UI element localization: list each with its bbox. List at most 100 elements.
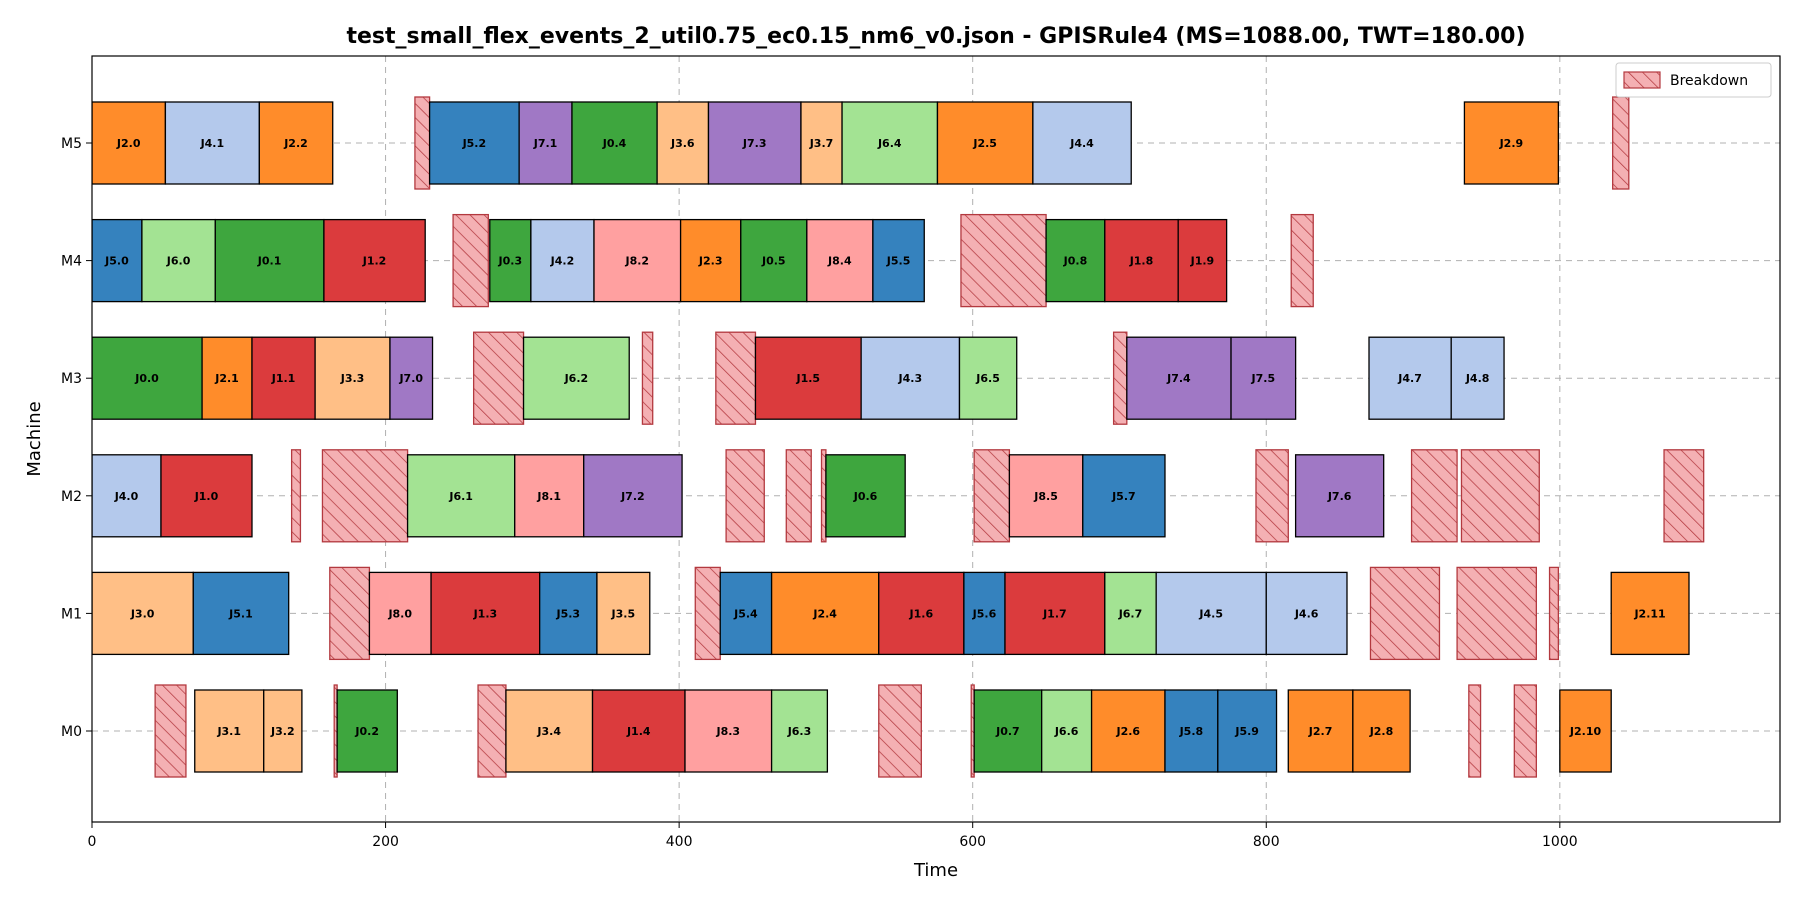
operation-label: J7.1 bbox=[533, 137, 558, 150]
operation-label: J4.7 bbox=[1397, 372, 1422, 385]
breakdown-bar bbox=[1513, 684, 1537, 778]
operation-bar bbox=[740, 218, 808, 303]
operation-label: J7.3 bbox=[742, 137, 767, 150]
operation-label: J0.3 bbox=[498, 255, 523, 268]
operation-label: J7.4 bbox=[1166, 372, 1191, 385]
operation-bar bbox=[973, 689, 1043, 773]
operation-bar bbox=[214, 218, 325, 303]
operation-bar bbox=[539, 571, 598, 656]
breakdown-bar bbox=[1468, 684, 1482, 778]
y-tick-label: M4 bbox=[61, 254, 82, 270]
operation-label: J0.2 bbox=[354, 725, 379, 738]
operation-label: J0.0 bbox=[134, 372, 159, 385]
operation-label: J1.6 bbox=[909, 607, 934, 620]
y-tick-label: M1 bbox=[61, 606, 82, 622]
operation-bar bbox=[1610, 571, 1690, 656]
operation-label: J5.2 bbox=[462, 137, 487, 150]
operation-bar bbox=[1287, 689, 1354, 773]
x-tick-label: 1000 bbox=[1542, 834, 1578, 850]
x-tick-label: 0 bbox=[88, 834, 97, 850]
operation-bar bbox=[963, 571, 1006, 656]
operation-bar bbox=[514, 454, 585, 538]
breakdown-bar bbox=[1255, 449, 1289, 543]
operation-bar bbox=[160, 454, 253, 538]
operation-bar bbox=[1164, 689, 1219, 773]
operation-label: J1.9 bbox=[1190, 255, 1215, 268]
operation-bar bbox=[489, 218, 532, 303]
operation-bar bbox=[368, 571, 432, 656]
operation-bar bbox=[1217, 689, 1278, 773]
operation-bar bbox=[806, 218, 874, 303]
operation-bar bbox=[1082, 454, 1166, 538]
operation-bar bbox=[323, 218, 426, 303]
breakdown-bar bbox=[329, 566, 371, 661]
operation-label: J4.5 bbox=[1198, 607, 1223, 620]
breakdown-bar bbox=[820, 449, 827, 543]
operation-label: J3.0 bbox=[130, 607, 155, 620]
y-tick-label: M0 bbox=[61, 724, 82, 740]
operation-label: J5.9 bbox=[1234, 725, 1259, 738]
x-tick-label: 200 bbox=[372, 834, 399, 850]
operation-bar bbox=[754, 336, 862, 420]
breakdown-bar bbox=[715, 331, 757, 425]
operation-label: J5.7 bbox=[1111, 490, 1136, 503]
plot-frame bbox=[91, 55, 1781, 823]
operation-bar bbox=[593, 218, 682, 303]
operation-label: J6.6 bbox=[1054, 725, 1079, 738]
operation-label: J0.1 bbox=[257, 255, 282, 268]
operation-label: J2.5 bbox=[972, 137, 997, 150]
operation-bar bbox=[1230, 336, 1297, 420]
breakdown-bar bbox=[452, 213, 489, 308]
operation-bar bbox=[430, 571, 541, 656]
x-tick-label: 600 bbox=[959, 834, 986, 850]
operation-label: J1.7 bbox=[1042, 607, 1067, 620]
operation-label: J6.1 bbox=[448, 490, 473, 503]
breakdown-bar bbox=[1548, 566, 1560, 661]
operation-label: J4.1 bbox=[200, 137, 225, 150]
breakdown-bar bbox=[725, 449, 765, 543]
breakdown-bar bbox=[1410, 449, 1458, 543]
operation-label: J1.3 bbox=[473, 607, 498, 620]
operation-bar bbox=[1265, 571, 1348, 656]
operation-bar bbox=[684, 689, 773, 773]
breakdown-bar bbox=[1456, 566, 1537, 661]
operation-bar bbox=[263, 689, 303, 773]
operation-label: J1.4 bbox=[626, 725, 651, 738]
breakdown-bar bbox=[694, 566, 721, 661]
operation-label: J2.10 bbox=[1569, 725, 1602, 738]
operation-bar bbox=[878, 571, 965, 656]
operation-label: J3.5 bbox=[611, 607, 636, 620]
breakdown-bar bbox=[1612, 96, 1630, 190]
operation-bar bbox=[825, 454, 906, 538]
x-axis-ticks: 0 200 400 600 800 1000 bbox=[88, 822, 1578, 850]
operation-label: J2.6 bbox=[1115, 725, 1140, 738]
operation-bar bbox=[505, 689, 594, 773]
operation-label: J2.2 bbox=[283, 137, 308, 150]
operation-bar bbox=[1155, 571, 1267, 656]
operation-label: J3.2 bbox=[270, 725, 295, 738]
y-tick-label: M2 bbox=[61, 489, 82, 505]
operation-bar bbox=[1368, 336, 1452, 420]
operation-label: J4.8 bbox=[1465, 372, 1490, 385]
breakdown-bar bbox=[321, 449, 409, 543]
operation-label: J5.3 bbox=[556, 607, 581, 620]
operation-label: J8.4 bbox=[827, 255, 852, 268]
breakdown-bar bbox=[641, 331, 654, 425]
operation-bar bbox=[1041, 689, 1093, 773]
breakdown-bar bbox=[1369, 566, 1441, 661]
operation-label: J8.3 bbox=[716, 725, 741, 738]
operation-label: J1.5 bbox=[796, 372, 821, 385]
operation-bar bbox=[251, 336, 316, 420]
operation-bar bbox=[1104, 571, 1157, 656]
operation-label: J4.4 bbox=[1069, 137, 1094, 150]
operation-label: J0.7 bbox=[995, 725, 1020, 738]
operation-label: J2.3 bbox=[698, 255, 723, 268]
operation-label: J2.9 bbox=[1499, 137, 1524, 150]
operation-label: J8.1 bbox=[536, 490, 561, 503]
operation-label: J0.8 bbox=[1063, 255, 1088, 268]
chart-title: test_small_flex_events_2_util0.75_ec0.15… bbox=[346, 24, 1525, 49]
operation-bar bbox=[936, 101, 1034, 185]
breakdown-bar bbox=[1663, 449, 1705, 543]
operation-bar bbox=[1177, 218, 1228, 303]
